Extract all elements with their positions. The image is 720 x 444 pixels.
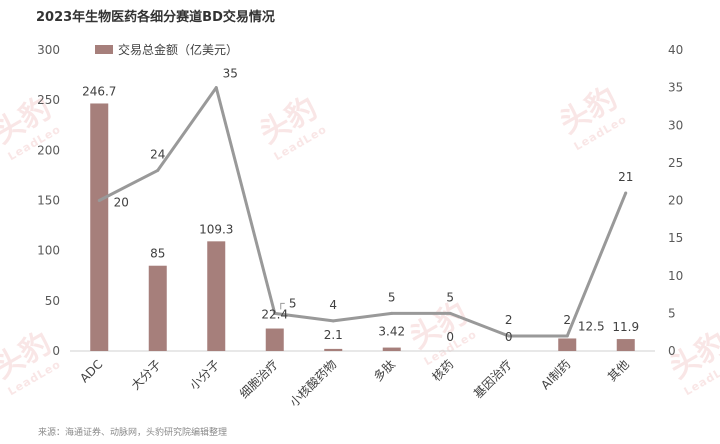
category-label: 小核酸药物 bbox=[286, 357, 339, 410]
bar-value-label: 22.4 bbox=[261, 308, 288, 322]
bar-series bbox=[90, 103, 635, 352]
category-label: 其他 bbox=[605, 357, 632, 384]
bar-value-label: 3.42 bbox=[378, 325, 405, 339]
category-label: 多肽 bbox=[370, 357, 398, 385]
category-label: 小分子 bbox=[187, 357, 222, 392]
category-label: AI制药 bbox=[538, 357, 573, 392]
line-point bbox=[448, 311, 452, 315]
bar-value-labels: 246.7 85 109.3 22.4 2.1 3.42 0 0 12.5 11.9 bbox=[82, 84, 639, 344]
source-note: 来源：海通证券、动脉网，头豹研究院编辑整理 bbox=[38, 428, 228, 438]
bar bbox=[207, 241, 226, 351]
line-value-labels: 20 24 35 5 4 5 5 2 2 21 bbox=[114, 67, 634, 327]
chart-title: 2023年生物医药各细分赛道BD交易情况 bbox=[36, 10, 275, 25]
line-path bbox=[98, 86, 628, 338]
legend-swatch bbox=[95, 45, 113, 54]
bar bbox=[382, 347, 401, 351]
bar-value-label: 11.9 bbox=[612, 320, 639, 334]
line-point bbox=[507, 334, 511, 338]
legend: 交易总金额（亿美元） bbox=[95, 42, 238, 57]
right-axis-tick-label: 35 bbox=[668, 81, 683, 95]
line-value-label: 21 bbox=[618, 170, 633, 184]
bar bbox=[558, 338, 577, 351]
line-value-label: 2 bbox=[505, 313, 513, 327]
category-label: 大分子 bbox=[129, 357, 164, 392]
line-series bbox=[97, 86, 628, 338]
bar bbox=[265, 328, 284, 351]
bar-value-label: 12.5 bbox=[578, 319, 605, 333]
line-point bbox=[156, 168, 160, 172]
line-point bbox=[273, 311, 277, 315]
line-point bbox=[565, 334, 569, 338]
bar-value-label: 0 bbox=[505, 330, 513, 344]
bar-value-label: 0 bbox=[446, 330, 454, 344]
right-axis-tick-label: 15 bbox=[668, 231, 683, 245]
bar-value-label: 246.7 bbox=[82, 84, 116, 98]
category-label: ADC bbox=[77, 357, 105, 385]
bar bbox=[324, 348, 343, 351]
left-axis-tick-label: 250 bbox=[37, 93, 60, 107]
line-point bbox=[624, 191, 628, 195]
line-value-label: 20 bbox=[114, 196, 129, 210]
bar bbox=[148, 265, 167, 351]
line-value-label: 2 bbox=[563, 313, 571, 327]
left-axis-tick-label: 50 bbox=[45, 294, 60, 308]
right-axis-tick-label: 30 bbox=[668, 118, 683, 132]
line-value-label: 5 bbox=[446, 290, 454, 304]
line-point bbox=[214, 86, 218, 90]
line-point bbox=[97, 199, 101, 202]
line-value-label: 5 bbox=[388, 290, 396, 304]
right-axis-tick-label: 10 bbox=[668, 269, 683, 283]
right-axis-tick-label: 40 bbox=[668, 43, 683, 57]
left-axis-tick-label: 100 bbox=[37, 244, 60, 258]
legend-label: 交易总金额（亿美元） bbox=[118, 42, 238, 57]
bar-value-label: 2.1 bbox=[324, 328, 343, 342]
bar-value-label: 85 bbox=[150, 247, 165, 261]
right-axis-tick-label: 20 bbox=[668, 194, 683, 208]
left-axis-tick-label: 200 bbox=[37, 143, 60, 157]
bar bbox=[90, 103, 109, 352]
line-value-label: 35 bbox=[223, 67, 238, 81]
line-value-label: 4 bbox=[329, 298, 337, 312]
category-label: 核药 bbox=[429, 357, 456, 384]
label-leader-line bbox=[280, 302, 285, 310]
bar-value-label: 109.3 bbox=[199, 222, 233, 236]
category-labels: ADC 大分子 小分子 细胞治疗 小核酸药物 多肽 核药 基因治疗 AI制药 其他 bbox=[77, 357, 632, 410]
line-value-label: 24 bbox=[150, 147, 165, 161]
left-axis-tick-label: 0 bbox=[52, 344, 60, 358]
line-point bbox=[390, 311, 394, 315]
right-y-axis: 0 5 10 15 20 25 30 35 40 bbox=[668, 43, 683, 358]
line-value-label: 5 bbox=[289, 296, 297, 310]
right-axis-tick-label: 25 bbox=[668, 156, 683, 170]
left-y-axis: 0 50 100 150 200 250 300 bbox=[37, 43, 60, 358]
right-axis-tick-label: 5 bbox=[668, 306, 676, 320]
category-label: 细胞治疗 bbox=[237, 357, 281, 401]
bar bbox=[616, 339, 635, 351]
category-label: 基因治疗 bbox=[471, 357, 515, 401]
left-axis-tick-label: 300 bbox=[37, 43, 60, 57]
right-axis-tick-label: 0 bbox=[668, 344, 676, 358]
line-point bbox=[331, 319, 335, 323]
left-axis-tick-label: 150 bbox=[37, 194, 60, 208]
